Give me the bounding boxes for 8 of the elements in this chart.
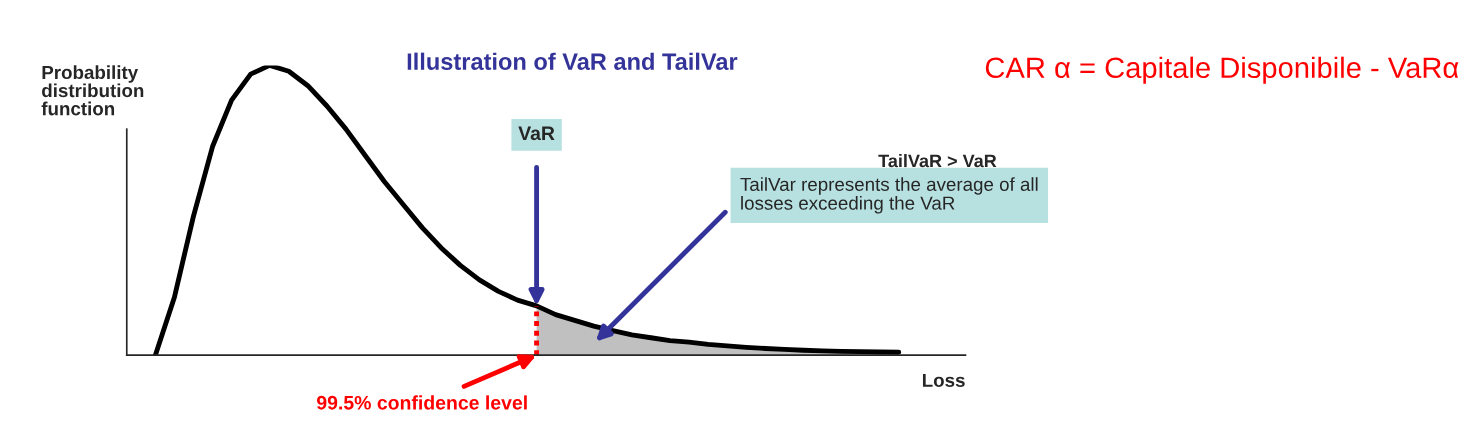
annotation: TailVaR > VaR xyxy=(878,154,997,168)
chart-title: Illustration of VaR and TailVar xyxy=(407,52,738,70)
x-axis-title: Loss xyxy=(922,373,965,387)
annotation: VaR xyxy=(518,126,555,141)
annotation: TailVar represents the average of all losses exceeding the VaR xyxy=(740,177,1038,214)
text: CAR α = Capitale Disponibile - VaRα xyxy=(985,56,1459,84)
text: 99.5% confidence level xyxy=(316,395,527,410)
y-axis-title: Probability distribution function xyxy=(41,65,144,116)
